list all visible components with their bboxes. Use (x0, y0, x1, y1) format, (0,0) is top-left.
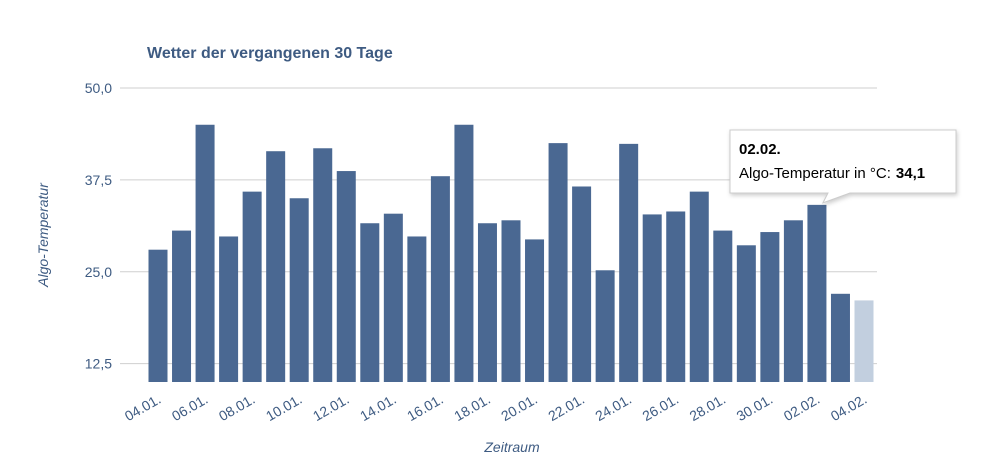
x-tick-label: 02.02. (781, 391, 823, 424)
bar (289, 198, 309, 382)
bar (336, 171, 356, 382)
bar (595, 270, 615, 382)
bar (736, 245, 756, 382)
x-tick-label: 30.01. (734, 391, 776, 424)
x-tick-label: 14.01. (357, 391, 399, 424)
x-tick-label: 08.01. (216, 391, 258, 424)
x-tick-label: 22.01. (545, 391, 587, 424)
bar (713, 230, 733, 382)
bar (619, 143, 639, 382)
x-tick-label: 06.01. (169, 391, 211, 424)
bar (525, 239, 545, 382)
y-axis-title: Algo-Temperatur (35, 182, 51, 288)
bar (148, 249, 168, 382)
tooltip-label: Algo-Temperatur in °C: (739, 165, 891, 182)
tooltip-text: Algo-Temperatur in °C: 34,1 (739, 165, 925, 182)
x-tick-label: 04.01. (122, 391, 164, 424)
bar (383, 213, 403, 382)
bar (242, 191, 262, 382)
x-tick-label: 12.01. (310, 391, 352, 424)
bar (195, 124, 215, 382)
tooltip: 02.02. Algo-Temperatur in °C: 34,1 (729, 129, 957, 204)
tooltip-value: 34,1 (896, 165, 925, 182)
bar (807, 204, 827, 382)
x-tick-label: 16.01. (404, 391, 446, 424)
bar (854, 300, 874, 382)
bar (313, 148, 333, 382)
bar (360, 223, 380, 382)
tooltip-title: 02.02. (739, 141, 781, 158)
bar (430, 176, 450, 382)
chart-title: Wetter der vergangenen 30 Tage (147, 45, 393, 62)
bar (266, 151, 286, 382)
bar (548, 143, 568, 382)
bar (501, 220, 521, 382)
bar (666, 211, 686, 382)
bar (689, 191, 709, 382)
bar (477, 223, 497, 382)
tooltip-box (729, 129, 957, 204)
bar (454, 124, 474, 382)
x-tick-label: 10.01. (263, 391, 305, 424)
y-tick-label: 37,5 (85, 172, 112, 188)
bar (219, 236, 239, 382)
x-tick-label: 26.01. (640, 391, 682, 424)
y-tick-label: 50,0 (85, 80, 112, 96)
x-tick-label: 04.02. (828, 391, 870, 424)
bar (783, 220, 803, 382)
bar (642, 214, 662, 382)
bar (760, 232, 780, 382)
x-tick-label: 24.01. (592, 391, 634, 424)
x-tick-label: 28.01. (687, 391, 729, 424)
bar (572, 186, 592, 382)
y-tick-label: 12,5 (85, 356, 112, 372)
x-tick-label: 18.01. (451, 391, 493, 424)
bar (830, 293, 850, 382)
bar (172, 230, 192, 382)
x-tick-label: 20.01. (498, 391, 540, 424)
y-tick-label: 25,0 (85, 264, 112, 280)
bar (407, 236, 427, 382)
x-axis-title: Zeitraum (483, 439, 540, 455)
